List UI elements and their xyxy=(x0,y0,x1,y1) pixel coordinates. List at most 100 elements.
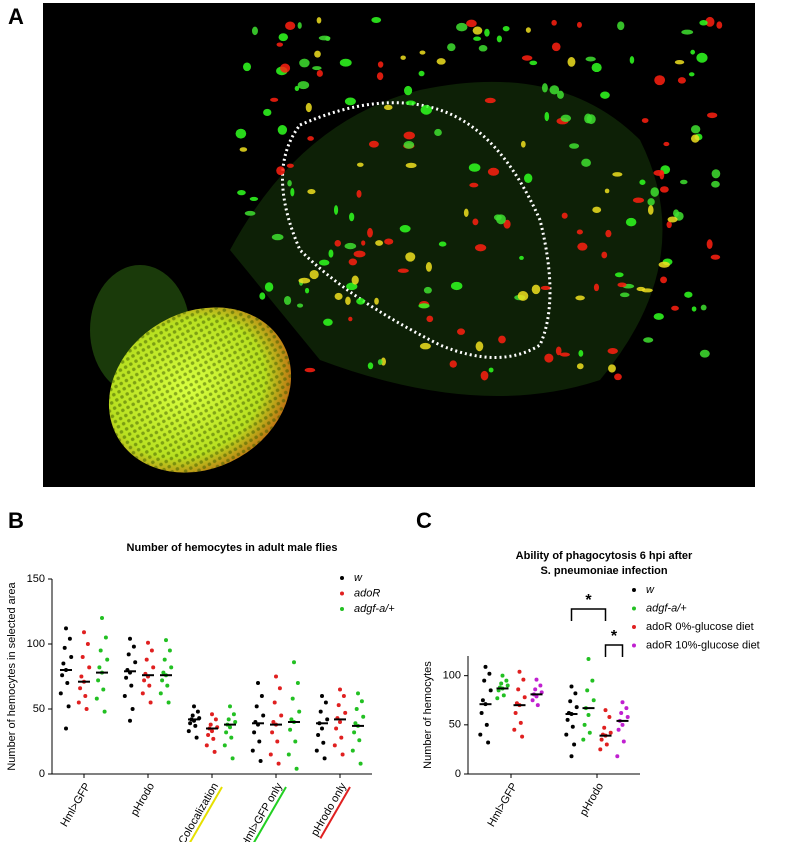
dot xyxy=(522,695,527,700)
dot xyxy=(332,743,337,748)
dot xyxy=(338,687,342,692)
cell-speck xyxy=(420,105,432,115)
legend-marker xyxy=(632,606,636,611)
cell-speck xyxy=(239,147,248,152)
legend-label: w xyxy=(646,584,655,596)
tissue xyxy=(230,81,663,397)
cell-speck xyxy=(654,75,666,86)
dot xyxy=(574,705,579,710)
dot xyxy=(164,638,168,643)
cell-speck xyxy=(309,269,319,280)
cell-speck xyxy=(478,45,488,52)
cell-speck xyxy=(502,26,510,32)
cell-speck xyxy=(681,29,694,35)
cell-speck xyxy=(297,81,310,90)
dot xyxy=(619,711,624,716)
cell-speck xyxy=(641,118,649,123)
cell-speck xyxy=(517,291,529,301)
dot xyxy=(78,686,83,691)
dot xyxy=(212,749,217,754)
cell-speck xyxy=(699,20,708,26)
cell-speck xyxy=(450,281,463,291)
dot xyxy=(252,730,257,735)
cell-speck xyxy=(629,56,635,64)
cell-speck xyxy=(397,268,409,273)
cell-speck xyxy=(384,238,394,245)
dot xyxy=(293,739,298,744)
dot xyxy=(274,674,278,679)
dot xyxy=(87,665,92,670)
cell-speck xyxy=(449,360,457,368)
cell-speck xyxy=(575,295,585,301)
cell-speck xyxy=(653,313,664,320)
cell-speck xyxy=(344,97,356,106)
cell-speck xyxy=(361,240,366,246)
dot xyxy=(279,713,284,718)
cell-speck xyxy=(696,52,708,63)
cell-speck xyxy=(593,283,600,292)
cell-speck xyxy=(585,56,596,62)
dot xyxy=(570,724,575,729)
cell-speck xyxy=(601,251,608,259)
dot xyxy=(211,736,216,741)
significance-label: * xyxy=(611,628,618,645)
dot xyxy=(359,699,364,704)
cell-speck xyxy=(540,285,551,291)
dot xyxy=(222,743,227,748)
dot xyxy=(275,739,280,744)
cell-speck xyxy=(666,221,672,229)
dot xyxy=(277,686,282,691)
dot xyxy=(231,712,236,717)
cell-speck xyxy=(690,134,700,143)
cell-speck xyxy=(557,90,564,99)
dot xyxy=(322,756,327,761)
cell-speck xyxy=(605,229,612,238)
cell-speck xyxy=(578,349,584,357)
dot xyxy=(602,725,607,730)
label-underline xyxy=(186,786,223,847)
cell-speck xyxy=(419,50,426,55)
dot xyxy=(499,681,504,686)
dot xyxy=(288,727,293,732)
dot xyxy=(569,754,574,759)
dot xyxy=(272,700,277,705)
y-tick-label: 50 xyxy=(449,719,461,731)
cell-speck xyxy=(290,187,295,197)
cell-speck xyxy=(348,258,358,266)
dot xyxy=(128,636,132,641)
cell-speck xyxy=(436,58,446,65)
cell-speck xyxy=(484,97,496,104)
dot xyxy=(323,700,328,705)
cell-speck xyxy=(636,286,646,292)
cell-speck xyxy=(263,108,272,117)
cell-speck xyxy=(531,284,541,295)
dot xyxy=(162,657,167,662)
dot xyxy=(193,723,198,728)
cell-speck xyxy=(305,102,312,113)
dot xyxy=(210,729,214,734)
cell-speck xyxy=(368,140,379,148)
cell-speck xyxy=(466,19,477,28)
dot xyxy=(621,739,626,744)
dot xyxy=(295,681,300,685)
chart-title: S. pneumoniae infection xyxy=(540,565,667,577)
cell-speck xyxy=(367,362,374,370)
dot xyxy=(167,648,172,653)
significance-label: * xyxy=(585,592,592,609)
dot xyxy=(140,691,145,696)
legend-label: adgf-a/+ xyxy=(646,602,687,614)
cell-speck xyxy=(344,242,357,250)
dot xyxy=(591,698,596,703)
y-tick-label: 0 xyxy=(39,768,45,780)
cell-speck xyxy=(271,233,284,241)
dot xyxy=(356,691,360,696)
cell-speck xyxy=(314,50,321,58)
dot xyxy=(62,645,67,650)
dot xyxy=(130,707,135,711)
cell-speck xyxy=(700,304,707,311)
dot xyxy=(512,727,517,732)
dot xyxy=(479,711,484,716)
panel-label: C xyxy=(416,508,432,533)
dot xyxy=(569,684,574,689)
